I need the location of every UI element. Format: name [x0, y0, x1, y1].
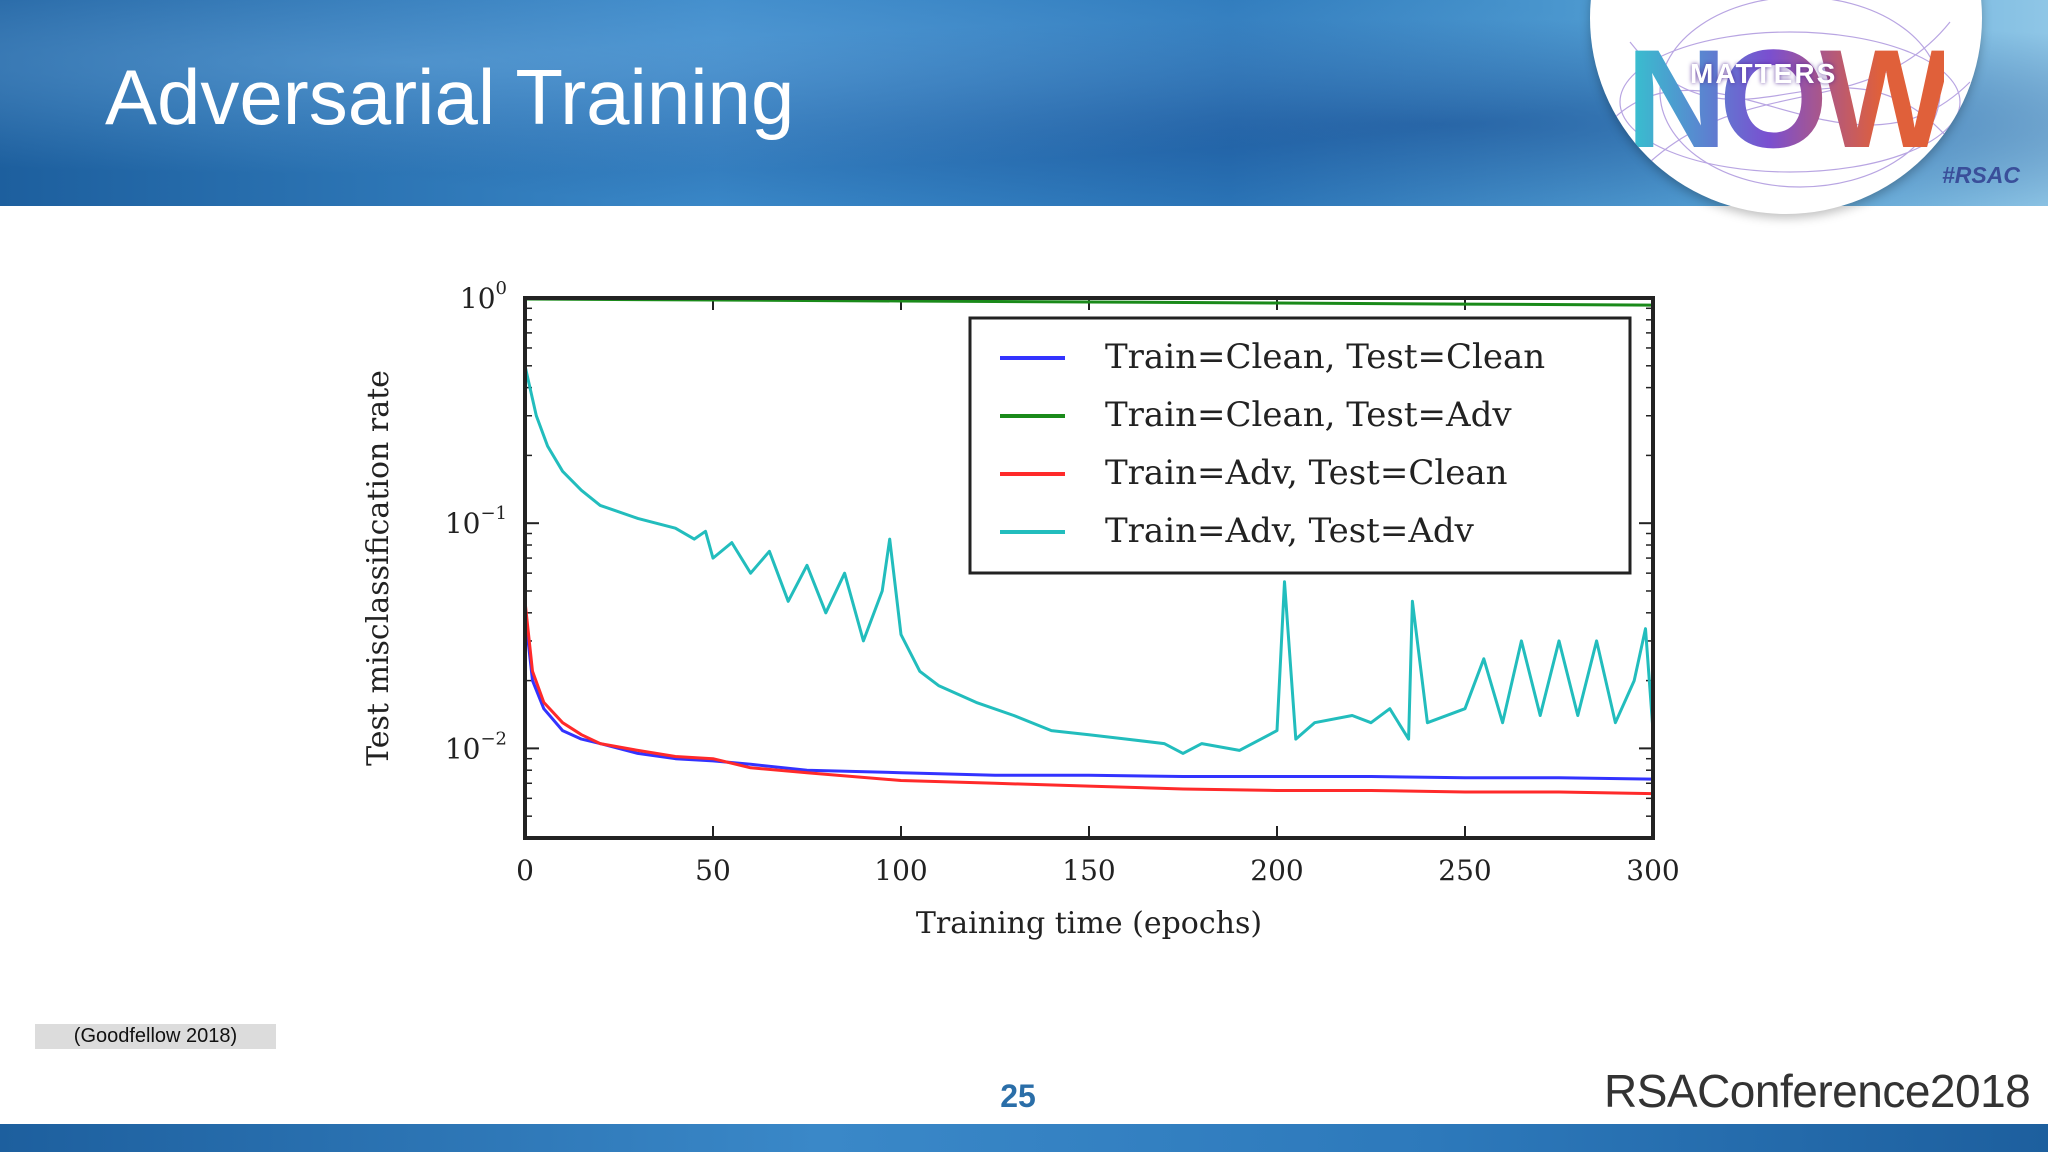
legend-label-2: Train=Adv, Test=Clean — [1105, 453, 1508, 493]
y-tick-label: 10−2 — [445, 728, 507, 765]
rsa-conference-logo: RSAConference2018 — [1604, 1064, 2031, 1118]
chart-svg: 0 50 100 150 200 250 300 100 10−1 10−2 Training t… — [361, 278, 1680, 941]
citation: (Goodfellow 2018) — [35, 1024, 276, 1049]
plot-frame — [523, 296, 1655, 840]
brand-logo-text: RSAConference2018 — [1604, 1065, 2031, 1117]
rsac-hashtag: #RSAC — [1942, 162, 2020, 188]
x-axis-label: Training time (epochs) — [916, 906, 1262, 941]
header-banner: Adversarial Training NOW MATTERS #RSAC — [0, 0, 2048, 214]
chart: 0 50 100 150 200 250 300 100 10−1 10−2 Training t… — [340, 270, 1710, 960]
legend-label-0: Train=Clean, Test=Clean — [1105, 337, 1545, 377]
y-tick-label: 10−1 — [445, 503, 507, 540]
footer-banner — [0, 1124, 2048, 1152]
y-axis-label: Test misclassification rate — [361, 370, 396, 766]
badge-lines-icon — [1609, 0, 1971, 188]
slide-title: Adversarial Training — [105, 53, 795, 141]
series-line-3 — [523, 365, 1655, 755]
legend-label-3: Train=Adv, Test=Adv — [1105, 511, 1475, 551]
x-tick-label: 300 — [1626, 854, 1679, 887]
now-matters-badge: NOW MATTERS — [1590, 0, 1982, 214]
chart-series — [523, 297, 1655, 796]
x-tick-label: 100 — [874, 854, 927, 887]
tick-labels: 0 50 100 150 200 250 300 100 10−1 10−2 — [445, 278, 1680, 887]
x-tick-label: 250 — [1438, 854, 1491, 887]
series-line-2 — [523, 601, 1654, 796]
badge-matters-text: MATTERS — [1690, 58, 1838, 89]
legend-box — [968, 316, 1632, 575]
x-tick-label: 200 — [1250, 854, 1303, 887]
x-tick-label: 50 — [695, 854, 731, 887]
page-number: 25 — [1000, 1078, 1036, 1114]
x-tick-label: 0 — [516, 854, 534, 887]
legend: Train=Clean, Test=Clean Train=Clean, Test… — [968, 316, 1632, 575]
legend-label-1: Train=Clean, Test=Adv — [1105, 395, 1512, 435]
y-tick-label: 100 — [460, 278, 507, 315]
badge-now-text: NOW — [1626, 18, 1952, 180]
x-tick-label: 150 — [1062, 854, 1115, 887]
series-line-0 — [523, 612, 1654, 781]
